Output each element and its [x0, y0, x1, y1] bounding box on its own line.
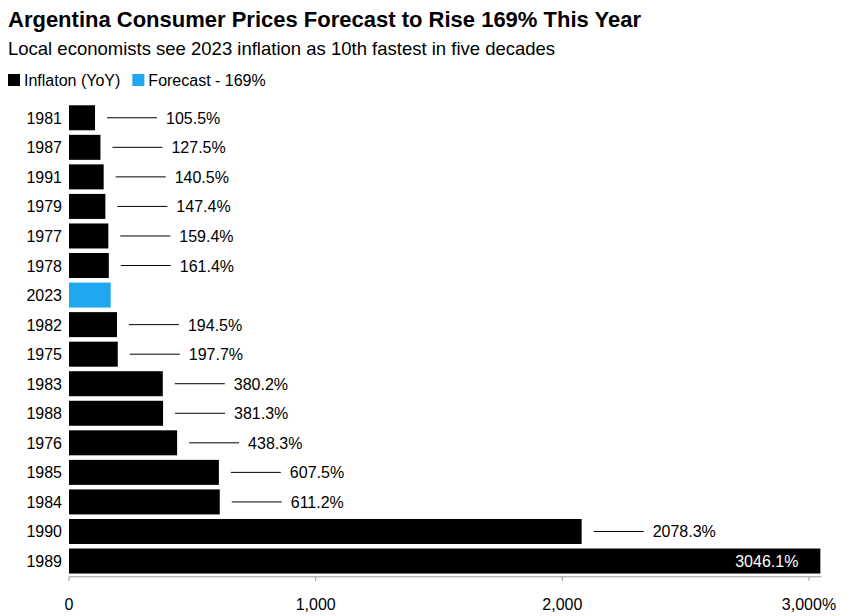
category-label: 2023 [26, 287, 62, 304]
category-label: 1982 [26, 317, 62, 334]
data-label: 127.5% [171, 139, 225, 156]
bar [69, 164, 104, 189]
category-label: 1983 [26, 376, 62, 393]
bar [69, 401, 163, 426]
data-label: 2078.3% [653, 523, 716, 540]
category-label: 1978 [26, 258, 62, 275]
data-label: 607.5% [290, 464, 344, 481]
data-label: 159.4% [179, 228, 233, 245]
x-tick-label: 3,000% [782, 596, 836, 613]
bar [69, 430, 177, 455]
legend-swatch [132, 74, 144, 86]
label-leader [189, 442, 239, 443]
label-leader [117, 206, 167, 207]
category-label: 1977 [26, 228, 62, 245]
data-label: 147.4% [176, 198, 230, 215]
category-label: 1984 [26, 494, 62, 511]
chart: Argentina Consumer Prices Forecast to Ri… [0, 0, 864, 616]
data-label: 194.5% [188, 317, 242, 334]
x-axis-line [69, 576, 821, 577]
category-label: 1975 [26, 346, 62, 363]
data-label: 380.2% [234, 376, 288, 393]
category-label: 1985 [26, 464, 62, 481]
bar [69, 135, 100, 160]
bar [69, 253, 109, 278]
x-tick-label: 0 [65, 596, 74, 613]
category-label: 1990 [26, 523, 62, 540]
category-label: 1976 [26, 435, 62, 452]
data-label: 140.5% [175, 169, 229, 186]
x-tick [562, 577, 563, 581]
data-label: 3046.1% [735, 553, 798, 570]
legend-swatch [8, 74, 20, 86]
category-label: 1981 [26, 110, 62, 127]
label-leader [175, 413, 225, 414]
x-tick [809, 577, 810, 581]
bar [69, 312, 117, 337]
data-label: 611.2% [291, 494, 344, 511]
bar [69, 549, 820, 574]
bar [69, 371, 163, 396]
bar [69, 223, 108, 248]
category-label: 1991 [26, 169, 62, 186]
data-label: 105.5% [166, 110, 220, 127]
category-label: 1989 [26, 553, 62, 570]
bar [69, 194, 105, 219]
label-leader [594, 531, 644, 532]
subtitle: Local economists see 2023 inflation as 1… [8, 38, 555, 59]
bar [69, 342, 118, 367]
data-label: 197.7% [189, 346, 243, 363]
data-label: 438.3% [248, 435, 302, 452]
label-leader [112, 147, 162, 148]
x-tick [315, 577, 316, 581]
bar [69, 489, 220, 514]
x-tick [69, 577, 70, 581]
label-leader [120, 235, 170, 236]
bar [69, 283, 111, 308]
label-leader [130, 354, 180, 355]
label-leader [232, 501, 282, 502]
label-leader [107, 117, 157, 118]
bar [69, 519, 582, 544]
label-leader [116, 176, 166, 177]
category-label: 1988 [26, 405, 62, 422]
label-leader [231, 472, 281, 473]
title: Argentina Consumer Prices Forecast to Ri… [8, 7, 641, 32]
bar [69, 105, 95, 130]
category-label: 1979 [26, 198, 62, 215]
bar [69, 460, 219, 485]
label-leader [175, 383, 225, 384]
category-label: 1987 [26, 139, 62, 156]
data-label: 381.3% [234, 405, 288, 422]
legend-label: Forecast - 169% [148, 72, 265, 89]
label-leader [121, 265, 171, 266]
legend-label: Inflaton (YoY) [24, 72, 120, 89]
data-label: 161.4% [180, 258, 234, 275]
label-leader [129, 324, 179, 325]
x-tick-label: 2,000 [542, 596, 582, 613]
x-tick-label: 1,000 [296, 596, 336, 613]
